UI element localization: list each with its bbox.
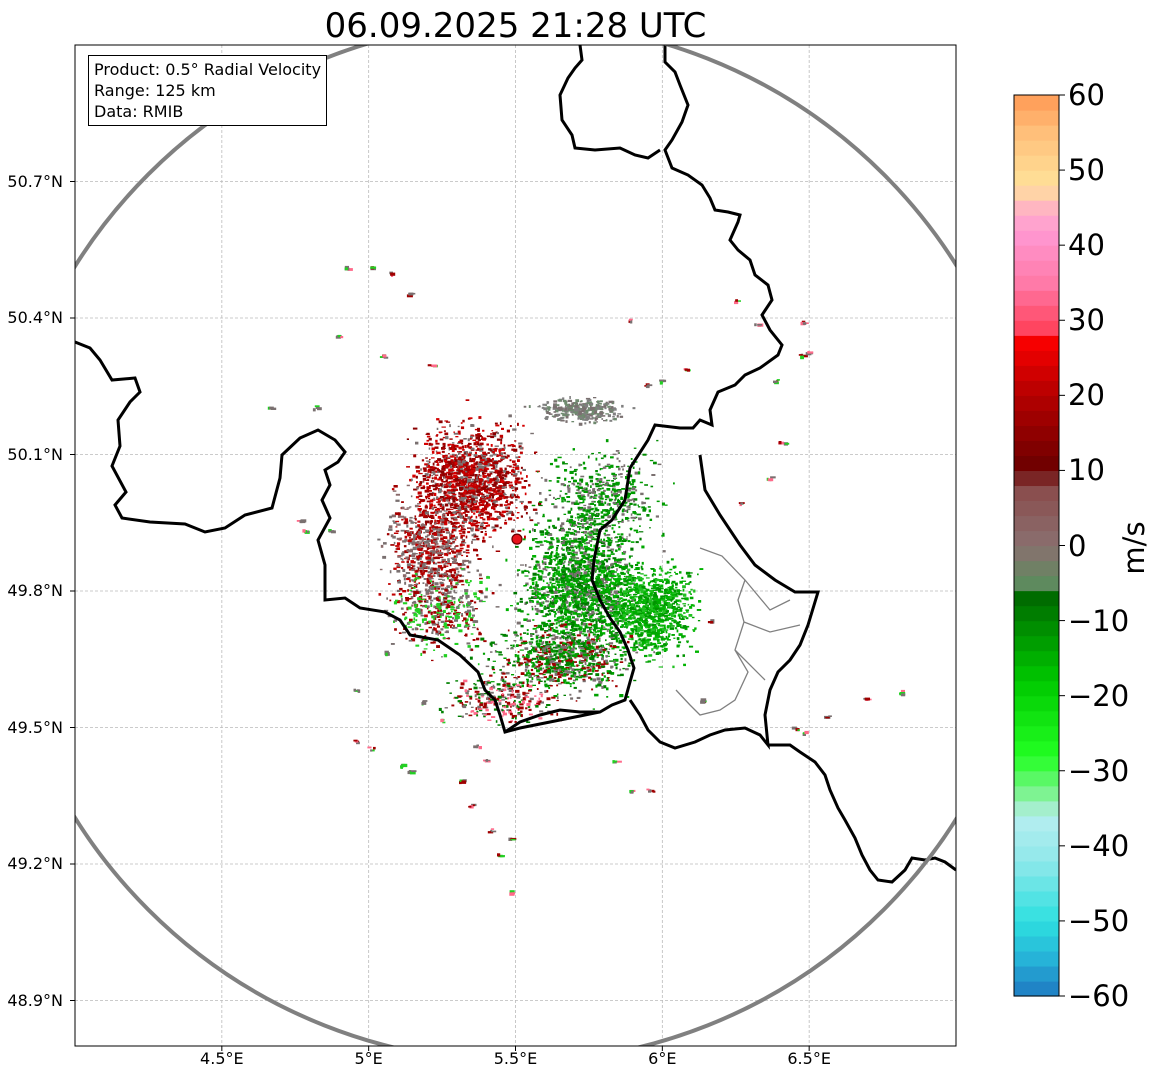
grid-lines	[75, 45, 956, 1046]
country-border-luxembourg-east	[628, 454, 821, 750]
colorbar-tick-label: 0	[1068, 528, 1087, 563]
x-tick-label: 6°E	[648, 1049, 677, 1068]
x-tick-label: 5°E	[354, 1049, 383, 1068]
y-tick-label: 48.9°N	[7, 990, 63, 1010]
info-product: Product: 0.5° Radial Velocity	[94, 60, 322, 79]
y-tick-label: 50.4°N	[7, 308, 63, 327]
info-box: Product: 0.5° Radial Velocity Range: 125…	[88, 55, 328, 126]
colorbar-tick-label: 60	[1068, 78, 1105, 112]
colorbar-tick-label: 40	[1068, 228, 1105, 263]
info-range: Range: 125 km	[94, 81, 216, 100]
y-tick-label: 50.7°N	[7, 171, 63, 191]
colorbar-tick-label: 50	[1068, 153, 1105, 188]
colorbar-tick-label: −20	[1068, 678, 1130, 713]
colorbar-tick-label: 30	[1068, 303, 1105, 338]
y-tick-label: 49.8°N	[7, 581, 63, 600]
country-border-belgium-north	[558, 45, 661, 160]
country-border-france-germany	[768, 743, 956, 884]
colorbar-tick-label: −60	[1068, 979, 1130, 1013]
colorbar-tick-label: 20	[1068, 378, 1105, 413]
x-tick-label: 6.5°E	[787, 1049, 831, 1068]
x-tick-label: 5.5°E	[493, 1049, 538, 1068]
colorbar-tick-label: −30	[1068, 753, 1130, 788]
country-border-france-luxembourg	[504, 708, 600, 734]
colorbar-tick-label: −40	[1068, 828, 1130, 863]
colorbar-unit-label: m/s	[1117, 521, 1151, 575]
map-title: 06.09.2025 21:28 UTC	[324, 6, 707, 46]
colorbar-tick-label: 10	[1068, 453, 1105, 488]
radar-site-marker	[511, 533, 523, 545]
colorbar-tick-label: −50	[1068, 903, 1130, 938]
province-boundaries	[675, 547, 801, 716]
axis-tick-marks	[70, 181, 810, 1051]
y-tick-label: 49.5°N	[7, 717, 63, 737]
x-tick-label: 4.5°E	[200, 1049, 244, 1068]
info-data-source: Data: RMIB	[94, 102, 184, 121]
y-tick-label: 50.1°N	[7, 444, 63, 464]
y-tick-label: 49.2°N	[7, 854, 63, 873]
velocity-echoes	[267, 265, 906, 896]
colorbar-tick-label: −10	[1068, 603, 1130, 638]
country-border-belgium-west	[75, 45, 784, 734]
